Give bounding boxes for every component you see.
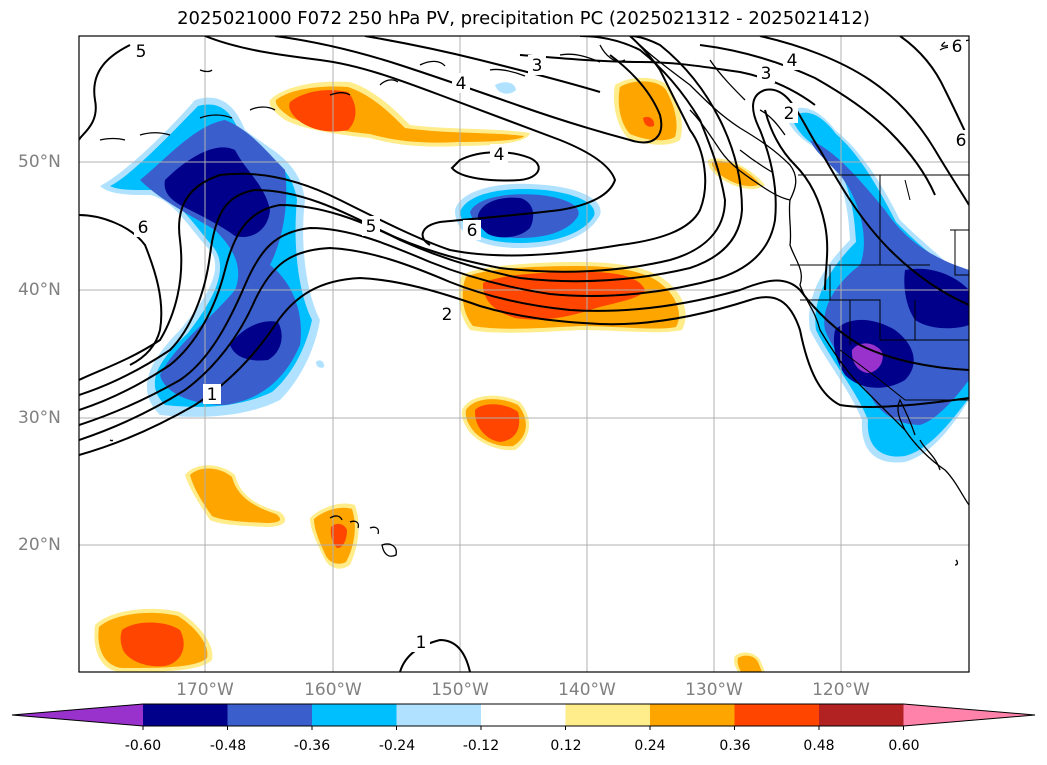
colorbar-segment [565, 704, 651, 726]
contour-label: 3 [532, 56, 543, 76]
colorbar-segment [227, 704, 313, 726]
colorbar-segment [650, 704, 735, 726]
colorbar-segment [396, 704, 482, 726]
lat-label-50n: 50°N [18, 152, 61, 172]
contour-label: 6 [138, 218, 149, 238]
lon-label-120w: 120°W [812, 680, 870, 700]
pv-contours [79, 36, 969, 672]
contour-label: 6 [952, 37, 963, 57]
colorbar-segment [312, 704, 397, 726]
colorbar-segment [819, 704, 904, 726]
contour-labels: 5 3 4 3 4 6 2 4 6 5 6 2 1 6 [132, 36, 969, 653]
contour-label: 1 [416, 633, 427, 653]
contour-label: 2 [784, 104, 795, 124]
contour-label: 3 [761, 64, 772, 84]
colorbar-tick-label: -0.48 [209, 738, 247, 754]
contour-label: 4 [494, 145, 505, 165]
lat-label-40n: 40°N [18, 280, 61, 300]
contour-label: 1 [207, 385, 218, 405]
political-borders [790, 174, 969, 401]
colorbar-segment [143, 704, 228, 726]
contour-label: 4 [456, 74, 467, 94]
graticule [79, 36, 969, 672]
lon-label-160w: 160°W [304, 680, 362, 700]
lat-label-30n: 30°N [18, 408, 61, 428]
lon-label-140w: 140°W [558, 680, 616, 700]
colorbar-tick-label: -0.24 [378, 738, 416, 754]
colorbar-tick-label: 0.24 [634, 738, 666, 754]
contour-label: 5 [366, 217, 377, 237]
colorbar-extend-min [12, 704, 143, 726]
lon-label-130w: 130°W [685, 680, 743, 700]
lon-label-150w: 150°W [431, 680, 489, 700]
colorbar-tick-label: 0.36 [719, 738, 751, 754]
colorbar-tick-label: -0.12 [462, 738, 500, 754]
map-frame [78, 35, 970, 673]
colorbar-tick-label: -0.60 [124, 738, 162, 754]
lat-label-20n: 20°N [18, 535, 61, 555]
precip-negative-shading [100, 82, 969, 463]
colorbar-extend-max [903, 704, 1035, 726]
colorbar-tick-label: 0.60 [888, 738, 920, 754]
contour-label: 2 [442, 305, 453, 325]
map-title: 2025021000 F072 250 hPa PV, precipitatio… [177, 8, 870, 29]
colorbar-segment [734, 704, 820, 726]
contour-label: 5 [136, 42, 147, 62]
contour-label: 6 [467, 221, 478, 241]
colorbar-tick-label: 0.48 [803, 738, 835, 754]
contour-label: 6 [956, 131, 967, 151]
colorbar [11, 703, 1036, 730]
colorbar-tick-label: -0.36 [293, 738, 331, 754]
colorbar-segment [481, 704, 566, 726]
colorbar-tick-label: 0.12 [550, 738, 582, 754]
precip-positive-shading [94, 77, 765, 672]
contour-label: 4 [787, 51, 798, 71]
lon-label-170w: 170°W [176, 680, 234, 700]
